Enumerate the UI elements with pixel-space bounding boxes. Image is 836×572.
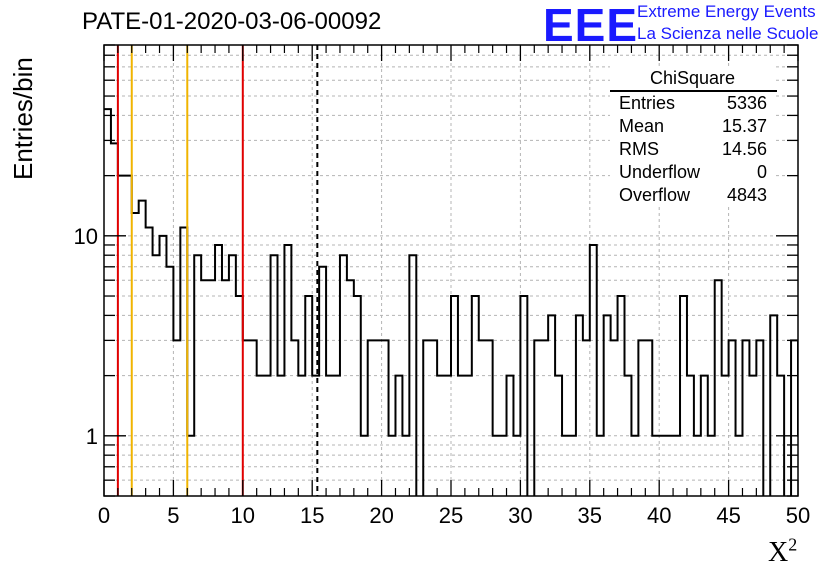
reference-lines (116, 45, 319, 496)
plot-frame (103, 44, 799, 497)
x-tick-label: 5 (167, 503, 179, 528)
stats-row-underflow: Underflow 0 (610, 161, 775, 184)
x-tick-label: 50 (786, 503, 810, 528)
stats-row-mean: Mean 15.37 (610, 115, 775, 138)
stats-label: Entries (619, 93, 676, 113)
stats-value: 4843 (726, 185, 767, 205)
x-tick-label: 25 (439, 503, 463, 528)
logo-line-1: Extreme Energy Events (637, 2, 816, 21)
x-tick-label: 35 (578, 503, 602, 528)
stats-value: 15.37 (721, 116, 767, 136)
stats-label: Overflow (619, 185, 691, 205)
stats-label: Mean (619, 116, 665, 136)
x-tick-label: 40 (647, 503, 671, 528)
y-tick-label: 10 (74, 224, 98, 249)
stats-row-overflow: Overflow 4843 (610, 184, 775, 207)
stats-divider (610, 90, 777, 92)
stats-value: 5336 (726, 93, 767, 113)
stats-value: 14.56 (721, 139, 767, 159)
logo-mark: EEE (543, 0, 639, 51)
x-tick-label: 0 (98, 503, 110, 528)
x-tick-label: 30 (508, 503, 532, 528)
x-axis-label-superscript: 2 (788, 535, 798, 555)
x-tick-label: 20 (369, 503, 393, 528)
x-tick-label: 15 (300, 503, 324, 528)
logo: EEE (543, 2, 638, 48)
stats-label: RMS (619, 139, 659, 159)
x-axis-label: X2 (768, 535, 797, 569)
stats-row-rms: RMS 14.56 (610, 138, 775, 161)
stats-box: ChiSquare Entries 5336 Mean 15.37 RMS 14… (610, 66, 777, 207)
histogram-outline (104, 108, 798, 496)
stats-title: ChiSquare (649, 68, 736, 88)
stats-row-entries: Entries 5336 (610, 92, 775, 115)
x-tick-label: 45 (716, 503, 740, 528)
stats-value: 0 (756, 162, 767, 182)
histogram-series (104, 108, 798, 496)
page-title: PATE-01-2020-03-06-00092 (82, 8, 382, 35)
x-axis-label-text: X2 (768, 535, 798, 569)
y-axis-label: Entries/bin (8, 57, 38, 180)
y-tick-label: 1 (86, 424, 98, 449)
logo-line-2: La Scienza nelle Scuole (637, 24, 819, 43)
stats-label: Underflow (619, 162, 701, 182)
x-tick-label: 10 (231, 503, 255, 528)
